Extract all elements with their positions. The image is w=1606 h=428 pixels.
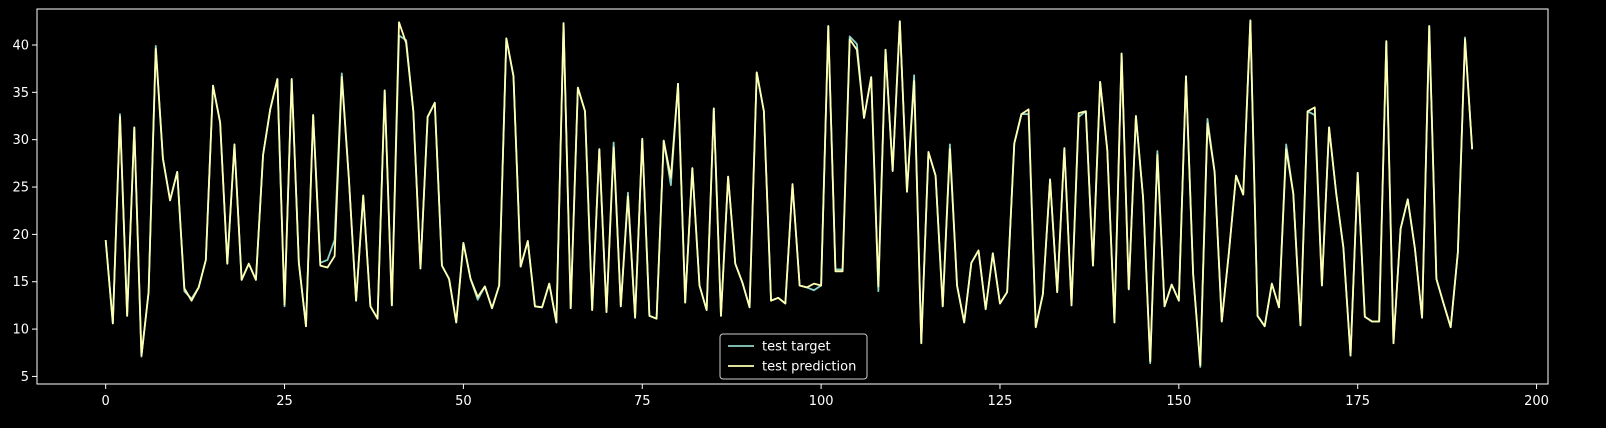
x-tick-label: 150 <box>1166 394 1191 409</box>
x-tick-label: 0 <box>102 394 110 409</box>
y-tick-label: 30 <box>12 133 29 148</box>
x-tick-label: 125 <box>988 394 1013 409</box>
x-tick-label: 50 <box>455 394 472 409</box>
y-tick-label: 35 <box>12 86 29 101</box>
series-line-2 <box>104 19 1474 366</box>
legend: test target test prediction <box>719 333 868 380</box>
x-tick-label: 75 <box>634 394 651 409</box>
x-tick-label: 175 <box>1345 394 1370 409</box>
x-tick-label: 100 <box>809 394 834 409</box>
series-layer <box>104 19 1474 368</box>
legend-box <box>719 333 868 380</box>
plot-frame <box>36 8 1549 385</box>
y-tick-label: 25 <box>12 181 29 196</box>
y-tick-label: 5 <box>21 370 29 385</box>
x-tick-label: 25 <box>276 394 293 409</box>
x-tick-label: 200 <box>1524 394 1549 409</box>
legend-label-1: test target <box>762 340 831 355</box>
legend-label-2: test prediction <box>762 360 856 375</box>
y-tick-label: 15 <box>12 275 29 290</box>
y-tick-label: 20 <box>12 228 29 243</box>
axes-layer: 0 25 50 75 100 125 150 175 200 5 10 15 20 25 30 35 40 <box>12 8 1549 409</box>
y-tick-label: 10 <box>12 323 29 338</box>
y-tick-label: 40 <box>12 38 29 53</box>
